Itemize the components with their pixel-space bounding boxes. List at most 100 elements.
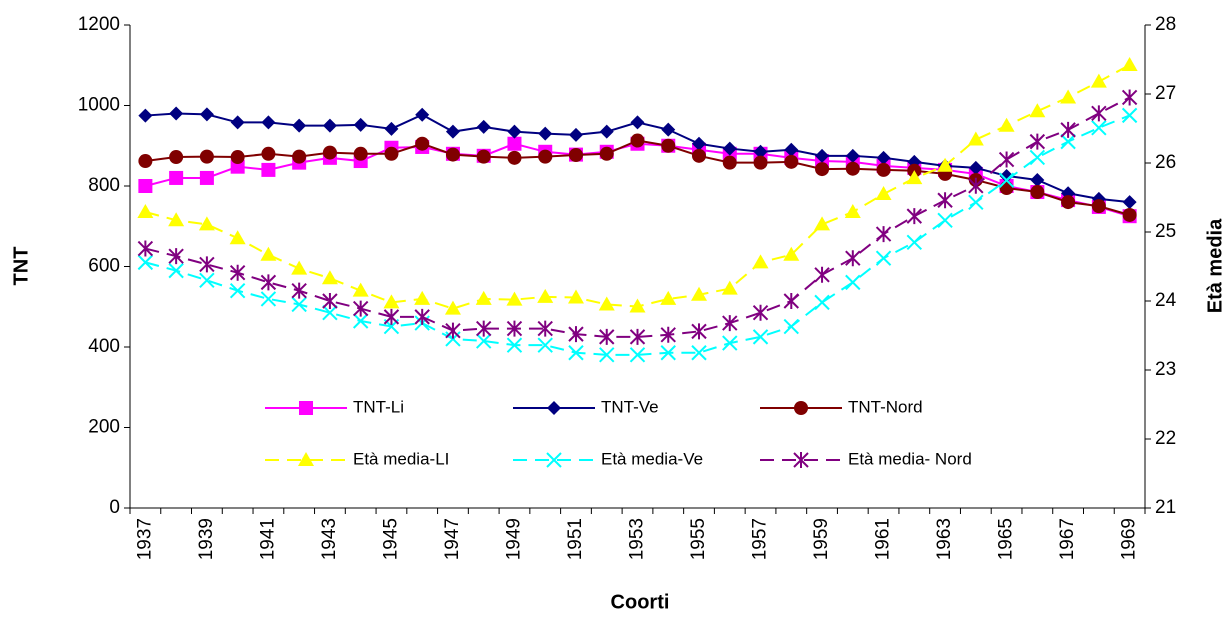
y2-tick-label: 23 <box>1155 359 1176 380</box>
series-marker <box>783 246 800 261</box>
series-marker <box>599 347 615 363</box>
series-line <box>145 114 1130 356</box>
y2-tick-label: 22 <box>1155 428 1176 449</box>
series-marker <box>415 136 430 151</box>
series-marker <box>476 149 491 164</box>
series-marker <box>321 270 338 285</box>
series-marker <box>937 157 954 172</box>
series-marker <box>752 254 769 269</box>
x-tick-label: 1965 <box>996 518 1017 560</box>
x-tick-label: 1969 <box>1119 518 1140 560</box>
series-marker <box>661 138 676 153</box>
series-marker <box>414 308 430 325</box>
y2-tick-label: 28 <box>1155 14 1176 35</box>
series-marker <box>629 328 646 345</box>
series-marker <box>538 149 553 164</box>
series-marker <box>691 345 707 361</box>
series-marker <box>137 240 154 257</box>
series-marker <box>998 151 1015 168</box>
series-marker <box>261 146 276 161</box>
series-marker <box>814 294 830 311</box>
series-marker <box>322 305 338 321</box>
series-marker <box>383 294 400 309</box>
series-marker <box>1061 195 1076 210</box>
series-marker <box>1091 199 1106 214</box>
series-marker <box>1060 121 1076 138</box>
series-marker <box>414 290 431 305</box>
series-marker <box>1030 172 1045 187</box>
series-marker <box>168 248 184 265</box>
series-marker <box>906 170 923 185</box>
x-tick-label: 1943 <box>319 518 340 560</box>
series-marker <box>845 148 860 163</box>
series-marker <box>230 150 245 165</box>
series-marker <box>1091 120 1107 136</box>
x-tick-label: 1949 <box>503 518 524 560</box>
y2-tick-label: 21 <box>1155 497 1176 518</box>
y-tick-label: 0 <box>109 497 120 518</box>
series-marker <box>937 212 953 228</box>
series-marker <box>261 162 276 177</box>
series-marker <box>138 108 153 123</box>
x-tick-label: 1941 <box>257 518 278 560</box>
x-tick-label: 1955 <box>688 518 709 560</box>
series-marker <box>722 315 738 332</box>
series-marker <box>752 329 769 345</box>
legend-label: TNT-Li <box>353 397 404 416</box>
x-tick-label: 1951 <box>565 518 586 560</box>
series-marker <box>568 148 583 163</box>
y-tick-label: 200 <box>88 417 120 438</box>
series-marker <box>168 212 185 227</box>
series-marker <box>691 323 707 340</box>
series-marker <box>1121 89 1138 106</box>
y-tick-label: 1000 <box>78 95 120 116</box>
series-marker <box>815 148 830 163</box>
legend-label: Età media-Ve <box>601 449 703 468</box>
series-marker <box>199 107 214 122</box>
legend-marker <box>546 452 562 468</box>
series-marker <box>875 226 892 243</box>
y2-tick-label: 24 <box>1155 290 1177 311</box>
x-tick-label: 1957 <box>750 518 771 560</box>
series-marker <box>722 155 737 170</box>
series-marker <box>229 264 246 281</box>
series-marker <box>1121 57 1138 72</box>
series-marker <box>1029 103 1046 118</box>
series-marker <box>1091 105 1107 122</box>
series-marker <box>722 141 737 156</box>
x-axis-title: Coorti <box>611 591 670 613</box>
series-marker <box>1090 73 1107 88</box>
series-marker <box>537 320 553 337</box>
legend-marker <box>547 401 561 415</box>
series-marker <box>476 333 492 349</box>
series-marker <box>630 133 645 148</box>
series-marker <box>1029 133 1046 150</box>
series-marker <box>537 288 554 303</box>
x-tick-label: 1945 <box>380 518 401 560</box>
series-marker <box>169 170 184 185</box>
series-marker <box>507 124 522 139</box>
series-marker <box>260 274 277 291</box>
series-marker <box>322 293 338 309</box>
series-marker <box>568 345 584 361</box>
legend-marker <box>794 401 808 415</box>
series-marker <box>568 127 583 142</box>
y2-axis-title: Età media <box>1204 218 1226 313</box>
series-marker <box>814 216 831 231</box>
series-marker <box>1122 195 1137 210</box>
series-marker <box>968 177 984 194</box>
series-marker <box>199 170 214 185</box>
series-marker <box>567 289 584 304</box>
series-marker <box>692 148 707 163</box>
series-marker <box>352 282 369 297</box>
series-marker <box>629 298 646 313</box>
series-marker <box>876 162 891 177</box>
y-axis-title: TNT <box>10 247 32 286</box>
series-marker <box>599 146 614 161</box>
series-marker <box>292 149 307 164</box>
series-marker <box>845 274 861 291</box>
series-marker <box>568 326 584 343</box>
y2-tick-label: 25 <box>1155 221 1176 242</box>
series-marker <box>538 126 553 141</box>
